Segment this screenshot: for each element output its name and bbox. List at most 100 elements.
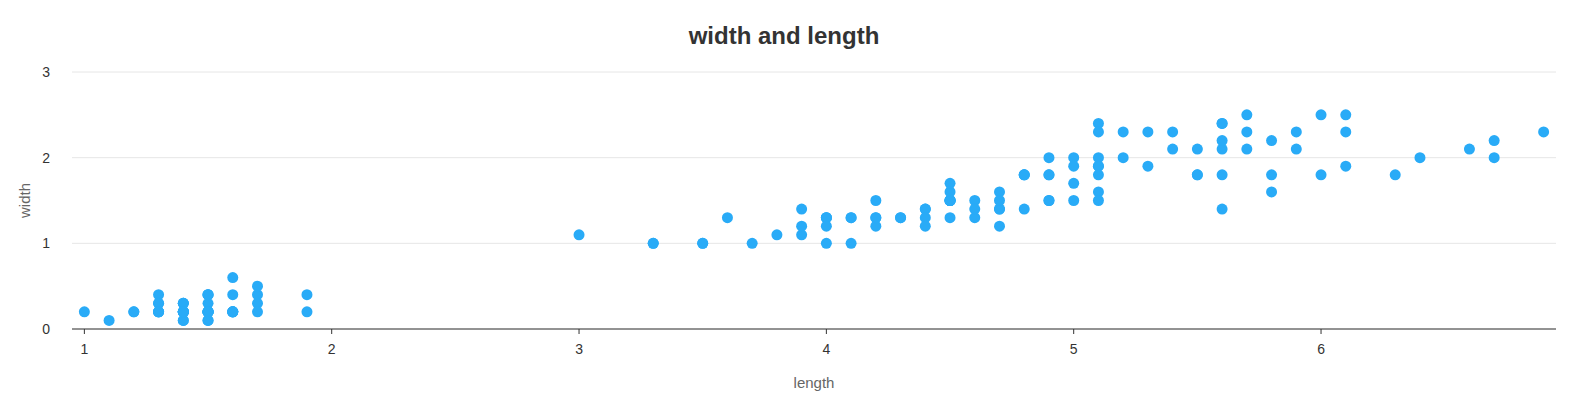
point	[1192, 144, 1203, 155]
grid-line	[72, 329, 1556, 330]
point	[178, 306, 189, 317]
point	[203, 306, 214, 317]
point	[227, 306, 238, 317]
point	[227, 306, 238, 317]
point	[203, 306, 214, 317]
point	[128, 306, 139, 317]
point	[895, 212, 906, 223]
point	[1217, 118, 1228, 129]
point	[870, 195, 881, 206]
point	[1167, 126, 1178, 137]
point	[128, 306, 139, 317]
point	[252, 281, 263, 292]
point	[178, 306, 189, 317]
point	[920, 221, 931, 232]
chart: 0123123456width and lengthlengthwidth	[0, 0, 1574, 411]
point	[252, 306, 263, 317]
point	[1217, 118, 1228, 129]
x-tick	[84, 329, 85, 334]
point	[227, 306, 238, 317]
grid-line	[72, 157, 1556, 158]
x-tick-label: 5	[1070, 341, 1078, 357]
point	[1068, 178, 1079, 189]
point	[1217, 204, 1228, 215]
point	[1340, 126, 1351, 137]
point	[771, 229, 782, 240]
point	[747, 238, 758, 249]
point	[1217, 135, 1228, 146]
y-tick-label: 1	[42, 235, 50, 251]
point	[895, 212, 906, 223]
point	[796, 204, 807, 215]
point	[1093, 169, 1104, 180]
point	[1142, 161, 1153, 172]
grid-line	[72, 243, 1556, 244]
x-tick	[1073, 329, 1074, 334]
point	[227, 289, 238, 300]
point	[178, 306, 189, 317]
x-tick-label: 1	[80, 341, 88, 357]
point	[301, 306, 312, 317]
x-tick	[579, 329, 580, 334]
point	[1414, 152, 1425, 163]
point	[1043, 195, 1054, 206]
point	[1093, 195, 1104, 206]
x-tick	[826, 329, 827, 334]
point	[1192, 169, 1203, 180]
grid-line	[72, 72, 1556, 73]
point	[104, 315, 115, 326]
point	[1043, 195, 1054, 206]
point	[153, 306, 164, 317]
point	[994, 195, 1005, 206]
point	[1142, 126, 1153, 137]
point	[574, 229, 585, 240]
y-tick-label: 3	[42, 64, 50, 80]
point	[1241, 109, 1252, 120]
point	[821, 221, 832, 232]
points	[79, 109, 1549, 326]
point	[301, 289, 312, 300]
point	[1316, 169, 1327, 180]
x-tick	[331, 329, 332, 334]
title: width and length	[688, 22, 880, 49]
x-tick-label: 4	[822, 341, 830, 357]
point	[1340, 109, 1351, 120]
point	[945, 212, 956, 223]
point	[153, 306, 164, 317]
point	[1316, 109, 1327, 120]
point	[1217, 169, 1228, 180]
point	[153, 306, 164, 317]
point	[1266, 135, 1277, 146]
point	[648, 238, 659, 249]
point	[203, 289, 214, 300]
point	[1043, 152, 1054, 163]
point	[178, 306, 189, 317]
point	[697, 238, 708, 249]
x-tick	[1321, 329, 1322, 334]
point	[870, 212, 881, 223]
point	[1489, 135, 1500, 146]
point	[969, 204, 980, 215]
x-tick-label: 2	[328, 341, 336, 357]
x-axis-label: length	[794, 374, 835, 391]
point	[1464, 144, 1475, 155]
point	[1043, 169, 1054, 180]
point	[203, 306, 214, 317]
point	[227, 306, 238, 317]
point	[1019, 169, 1030, 180]
point	[1291, 126, 1302, 137]
point	[722, 212, 733, 223]
point	[203, 306, 214, 317]
point	[203, 306, 214, 317]
point	[945, 178, 956, 189]
point	[1241, 126, 1252, 137]
point	[1192, 169, 1203, 180]
point	[697, 238, 708, 249]
point	[1241, 144, 1252, 155]
x-tick-label: 6	[1317, 341, 1325, 357]
point	[648, 238, 659, 249]
point	[178, 306, 189, 317]
point	[178, 306, 189, 317]
point	[1019, 204, 1030, 215]
point	[1167, 144, 1178, 155]
